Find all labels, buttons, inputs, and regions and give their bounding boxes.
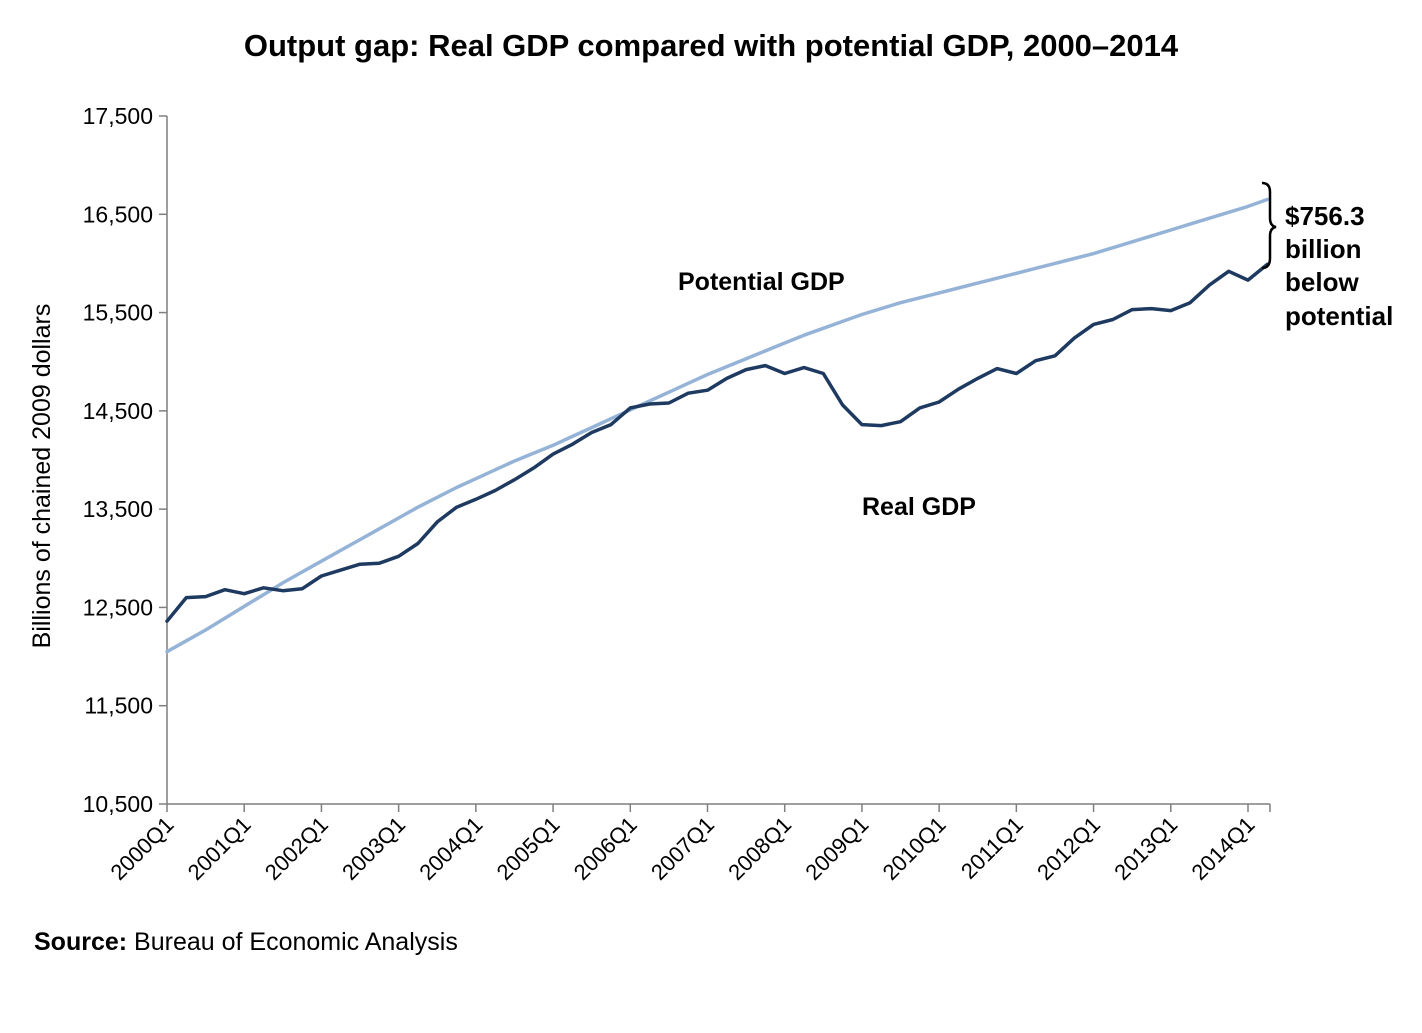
potential-gdp-label: Potential GDP (678, 268, 845, 296)
x-tick-label: 2004Q1 (414, 812, 487, 885)
gap-label-line-2: billion (1285, 234, 1362, 264)
y-tick-label: 12,500 (83, 594, 153, 620)
y-tick-label: 11,500 (84, 693, 153, 719)
y-tick-label: 16,500 (83, 201, 153, 227)
x-tick-label: 2009Q1 (800, 812, 873, 885)
x-tick-label: 2008Q1 (723, 812, 796, 885)
x-tick-label: 2000Q1 (105, 812, 178, 885)
gap-bracket (1261, 181, 1277, 270)
y-tick-label: 13,500 (83, 496, 153, 522)
x-tick-label: 2003Q1 (337, 812, 410, 885)
x-tick-label: 2002Q1 (260, 812, 333, 885)
gap-label-line-4: potential (1285, 301, 1393, 331)
series-lines (165, 197, 1270, 654)
source-text: Bureau of Economic Analysis (127, 928, 458, 956)
x-tick-label: 2013Q1 (1109, 812, 1182, 885)
y-axis-label: Billions of chained 2009 dollars (28, 304, 56, 649)
source-note: Source: Bureau of Economic Analysis (34, 928, 458, 957)
y-tick-label: 10,500 (83, 791, 153, 817)
y-tick-label: 15,500 (83, 300, 153, 326)
x-tick-label: 2001Q1 (183, 812, 256, 885)
y-tick-label: 14,500 (83, 398, 153, 424)
x-tick-label: 2006Q1 (569, 812, 642, 885)
real-gdp-label: Real GDP (862, 493, 976, 521)
output-gap-annotation: $756.3 billion below potential (1261, 181, 1393, 331)
x-tick-label: 2012Q1 (1032, 812, 1105, 885)
potential-gdp-line (165, 197, 1270, 654)
x-tick-label: 2011Q1 (956, 812, 1028, 884)
x-tick-label: 2014Q1 (1186, 812, 1259, 885)
y-tick-label: 17,500 (83, 103, 153, 129)
x-axis: 2000Q1 2001Q1 2002Q1 2003Q1 2004Q1 2005Q1 2006… (105, 803, 1271, 885)
y-axis: 10,500 11,500 12,500 13,500 14,500 15,500 16,5… (83, 103, 168, 817)
real-gdp-line (165, 262, 1270, 623)
source-label: Source: (34, 928, 128, 956)
gap-label-line-1: $756.3 (1285, 201, 1365, 231)
x-tick-label: 2010Q1 (878, 812, 951, 885)
chart-title: Output gap: Real GDP compared with poten… (243, 28, 1179, 63)
x-tick-label: 2007Q1 (646, 812, 719, 885)
x-tick-label: 2005Q1 (492, 812, 565, 885)
gap-label-line-3: below (1285, 267, 1359, 297)
